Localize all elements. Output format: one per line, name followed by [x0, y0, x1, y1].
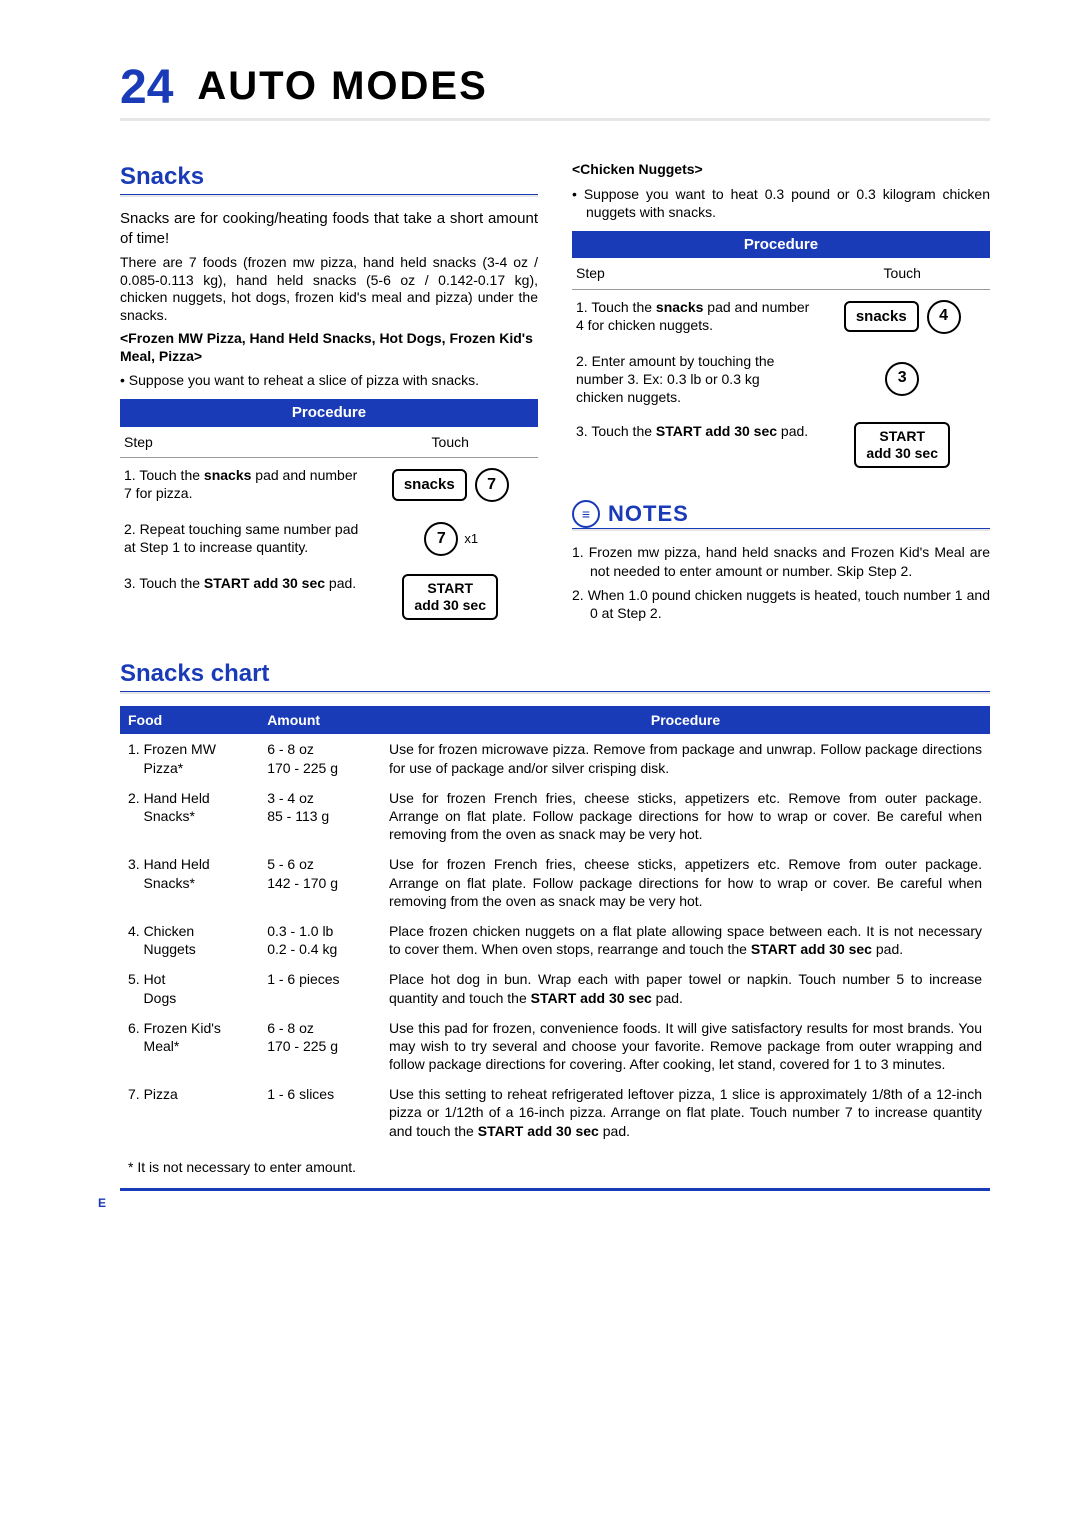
food-cell: 7. Pizza	[120, 1079, 259, 1150]
touch-col-label: Touch	[362, 427, 538, 458]
notes-icon: ≡	[572, 500, 600, 528]
notes-title: NOTES	[608, 500, 689, 529]
divider	[572, 528, 990, 531]
step-text: 2. Enter amount by touching the number 3…	[572, 344, 814, 415]
procedure-cell: Place frozen chicken nuggets on a flat p…	[381, 916, 990, 964]
two-column-layout: Snacks Snacks are for cooking/heating fo…	[120, 161, 990, 628]
procedure-header-2: Procedure	[572, 231, 990, 259]
left-column: Snacks Snacks are for cooking/heating fo…	[120, 161, 538, 628]
procedure-cell: Place hot dog in bun. Wrap each with pap…	[381, 964, 990, 1012]
table-row: 1. Frozen MW Pizza*6 - 8 oz 170 - 225 gU…	[120, 734, 990, 782]
table-row: 6. Frozen Kid's Meal*6 - 8 oz 170 - 225 …	[120, 1013, 990, 1080]
procedure-table-2: Step Touch 1. Touch the snacks pad and n…	[572, 258, 990, 475]
step-text: 1. Touch the snacks pad and number 7 for…	[120, 458, 362, 513]
number-7-button: 7	[424, 522, 458, 556]
touch-graphic: STARTadd 30 sec	[362, 566, 538, 628]
step-text: 3. Touch the START add 30 sec pad.	[572, 414, 814, 476]
touch-graphic: snacks 4	[814, 289, 990, 344]
page-number: 24	[120, 64, 173, 112]
divider	[120, 194, 538, 197]
procedure-cell: Use for frozen French fries, cheese stic…	[381, 783, 990, 850]
bullet-list-1: Suppose you want to reheat a slice of pi…	[120, 371, 538, 389]
col-procedure: Procedure	[381, 706, 990, 734]
touch-graphic: 7 x1	[362, 512, 538, 566]
snacks-pad-button: snacks	[392, 469, 467, 501]
amount-cell: 1 - 6 pieces	[259, 964, 381, 1012]
food-cell: 4. Chicken Nuggets	[120, 916, 259, 964]
notes-list: 1. Frozen mw pizza, hand held snacks and…	[572, 543, 990, 622]
snacks-intro-2: There are 7 foods (frozen mw pizza, hand…	[120, 254, 538, 324]
step-text: 2. Repeat touching same number pad at St…	[120, 512, 362, 566]
bullet-item: Suppose you want to heat 0.3 pound or 0.…	[572, 185, 990, 221]
step-col-label: Step	[572, 258, 814, 289]
repeat-label: x1	[464, 531, 478, 546]
number-4-button: 4	[927, 300, 961, 334]
col-food: Food	[120, 706, 259, 734]
food-cell: 1. Frozen MW Pizza*	[120, 734, 259, 782]
table-row: 3. Hand Held Snacks*5 - 6 oz 142 - 170 g…	[120, 849, 990, 916]
snacks-heading: Snacks	[120, 161, 538, 192]
food-cell: 5. Hot Dogs	[120, 964, 259, 1012]
number-7-button: 7	[475, 468, 509, 502]
amount-cell: 0.3 - 1.0 lb 0.2 - 0.4 kg	[259, 916, 381, 964]
col-amount: Amount	[259, 706, 381, 734]
food-cell: 6. Frozen Kid's Meal*	[120, 1013, 259, 1080]
step-text: 1. Touch the snacks pad and number 4 for…	[572, 289, 814, 344]
procedure-header-1: Procedure	[120, 399, 538, 427]
side-marker: E	[98, 1196, 106, 1212]
table-row: 2. Hand Held Snacks*3 - 4 oz 85 - 113 gU…	[120, 783, 990, 850]
start-button: STARTadd 30 sec	[854, 422, 950, 468]
snacks-pad-button: snacks	[844, 301, 919, 333]
chart-footnote: * It is not necessary to enter amount.	[120, 1150, 990, 1191]
page-header: 24 AUTO MODES	[120, 60, 990, 121]
page-title: AUTO MODES	[197, 60, 487, 112]
divider	[120, 691, 990, 694]
procedure-cell: Use this setting to reheat refrigerated …	[381, 1079, 990, 1150]
snacks-chart-heading: Snacks chart	[120, 658, 990, 689]
bullet-item: Suppose you want to reheat a slice of pi…	[120, 371, 538, 389]
amount-cell: 1 - 6 slices	[259, 1079, 381, 1150]
procedure-cell: Use this pad for frozen, convenience foo…	[381, 1013, 990, 1080]
snacks-chart-section: Snacks chart Food Amount Procedure 1. Fr…	[120, 658, 990, 1191]
notes-header: ≡ NOTES	[572, 500, 990, 529]
amount-cell: 5 - 6 oz 142 - 170 g	[259, 849, 381, 916]
touch-graphic: 3	[814, 344, 990, 415]
food-cell: 2. Hand Held Snacks*	[120, 783, 259, 850]
table-row: 5. Hot Dogs1 - 6 piecesPlace hot dog in …	[120, 964, 990, 1012]
amount-cell: 6 - 8 oz 170 - 225 g	[259, 1013, 381, 1080]
procedure-table-1: Step Touch 1. Touch the snacks pad and n…	[120, 427, 538, 628]
snacks-subhead-1: <Frozen MW Pizza, Hand Held Snacks, Hot …	[120, 330, 538, 365]
start-button: STARTadd 30 sec	[402, 574, 498, 620]
number-3-button: 3	[885, 362, 919, 396]
step-col-label: Step	[120, 427, 362, 458]
table-row: 7. Pizza1 - 6 slicesUse this setting to …	[120, 1079, 990, 1150]
snacks-subhead-2: <Chicken Nuggets>	[572, 161, 990, 179]
bullet-list-2: Suppose you want to heat 0.3 pound or 0.…	[572, 185, 990, 221]
touch-graphic: snacks 7	[362, 458, 538, 513]
note-item: 1. Frozen mw pizza, hand held snacks and…	[572, 543, 990, 579]
step-text: 3. Touch the START add 30 sec pad.	[120, 566, 362, 628]
amount-cell: 6 - 8 oz 170 - 225 g	[259, 734, 381, 782]
snacks-chart-table: Food Amount Procedure 1. Frozen MW Pizza…	[120, 706, 990, 1150]
snacks-intro-1: Snacks are for cooking/heating foods tha…	[120, 209, 538, 248]
note-item: 2. When 1.0 pound chicken nuggets is hea…	[572, 586, 990, 622]
procedure-cell: Use for frozen French fries, cheese stic…	[381, 849, 990, 916]
procedure-cell: Use for frozen microwave pizza. Remove f…	[381, 734, 990, 782]
touch-col-label: Touch	[814, 258, 990, 289]
right-column: <Chicken Nuggets> Suppose you want to he…	[572, 161, 990, 628]
touch-graphic: STARTadd 30 sec	[814, 414, 990, 476]
food-cell: 3. Hand Held Snacks*	[120, 849, 259, 916]
table-row: 4. Chicken Nuggets0.3 - 1.0 lb 0.2 - 0.4…	[120, 916, 990, 964]
amount-cell: 3 - 4 oz 85 - 113 g	[259, 783, 381, 850]
